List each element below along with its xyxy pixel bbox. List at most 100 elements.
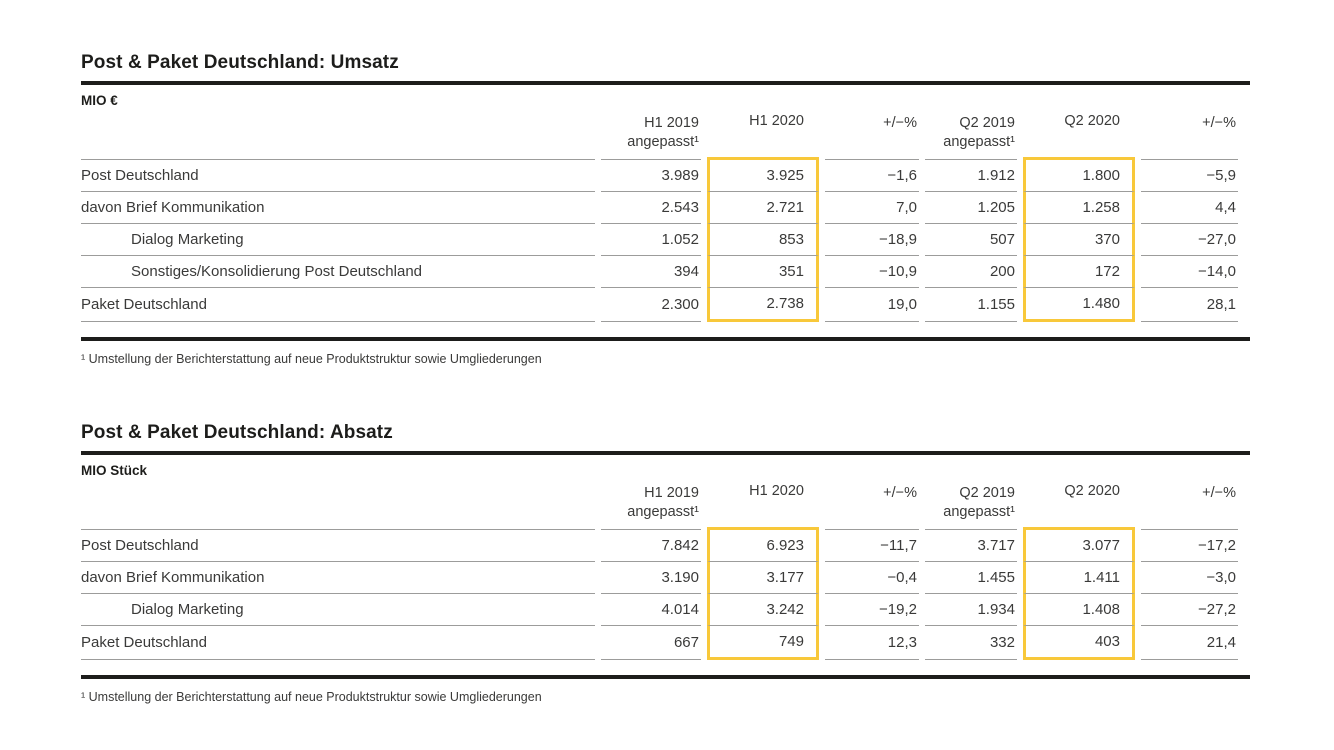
value-cell: 1.411 — [1023, 562, 1135, 594]
value-cell: 370 — [1023, 224, 1135, 256]
value-cell: −11,7 — [825, 530, 919, 562]
table-bottom-rule — [81, 675, 1250, 679]
table-row: Dialog Marketing 1.052 853 −18,9 507 370 −27,0 — [81, 224, 1238, 256]
column-header-line1: Q2 2019 — [959, 485, 1015, 501]
row-label: Dialog Marketing — [81, 594, 595, 626]
value-cell: −3,0 — [1141, 562, 1238, 594]
column-header-line1: +/−% — [883, 485, 917, 501]
value-cell: −10,9 — [825, 256, 919, 288]
value-cell: −17,2 — [1141, 530, 1238, 562]
value-cell: 12,3 — [825, 626, 919, 660]
value-cell: 21,4 — [1141, 626, 1238, 660]
column-header-line2 — [1023, 131, 1120, 150]
column-header: +/−% — [825, 108, 919, 160]
umsatz-table: H1 2019 angepasst¹ H1 2020 +/−% Q2 2019 angep… — [75, 108, 1244, 322]
table-row: Post Deutschland 7.842 6.923 −11,7 3.717 3.07… — [81, 530, 1238, 562]
row-label: Paket Deutschland — [81, 288, 595, 322]
row-label: Dialog Marketing — [81, 224, 595, 256]
value-cell: 3.190 — [601, 562, 701, 594]
column-header-line2 — [825, 503, 917, 522]
column-header-line1: +/−% — [883, 115, 917, 131]
value-cell: −18,9 — [825, 224, 919, 256]
column-header: Q2 2020 — [1023, 478, 1135, 530]
table-row: Paket Deutschland 2.300 2.738 19,0 1.155 1.48… — [81, 288, 1238, 322]
value-cell: 1.912 — [925, 160, 1017, 192]
column-header-line1: Q2 2020 — [1064, 113, 1120, 129]
value-cell: 19,0 — [825, 288, 919, 322]
value-cell: −14,0 — [1141, 256, 1238, 288]
value-cell: −5,9 — [1141, 160, 1238, 192]
column-header-line2 — [1141, 503, 1236, 522]
value-cell: 3.177 — [707, 562, 819, 594]
value-cell: 394 — [601, 256, 701, 288]
value-cell: 507 — [925, 224, 1017, 256]
column-header: +/−% — [825, 478, 919, 530]
table-row: davon Brief Kommunikation 3.190 3.177 −0,4 1… — [81, 562, 1238, 594]
absatz-table: H1 2019 angepasst¹ H1 2020 +/−% Q2 2019 angep… — [75, 478, 1244, 660]
column-header-line2: angepasst¹ — [627, 504, 699, 520]
column-header-line1: H1 2020 — [749, 483, 804, 499]
column-header-line1: +/−% — [1202, 115, 1236, 131]
unit-label: MIO € — [81, 93, 118, 108]
column-header-line2: angepasst¹ — [943, 134, 1015, 150]
column-header-line2 — [1023, 501, 1120, 520]
header-label-spacer — [81, 478, 595, 530]
column-header: Q2 2019 angepasst¹ — [925, 108, 1017, 160]
table-row: Sonstiges/Konsolidierung Post Deutschlan… — [81, 256, 1238, 288]
table-row: davon Brief Kommunikation 2.543 2.721 7,0 1.… — [81, 192, 1238, 224]
value-cell: 7.842 — [601, 530, 701, 562]
value-cell: 332 — [925, 626, 1017, 660]
value-cell: 3.077 — [1023, 530, 1135, 562]
value-cell: 351 — [707, 256, 819, 288]
column-header: H1 2020 — [707, 478, 819, 530]
value-cell: 172 — [1023, 256, 1135, 288]
value-cell: 2.300 — [601, 288, 701, 322]
table-title-absatz: Post & Paket Deutschland: Absatz — [81, 422, 393, 443]
header-row: H1 2019 angepasst¹ H1 2020 +/−% Q2 2019 angep… — [81, 478, 1238, 530]
table-bottom-rule — [81, 337, 1250, 341]
value-cell: 2.543 — [601, 192, 701, 224]
column-header-line2: angepasst¹ — [627, 134, 699, 150]
column-header-line1: +/−% — [1202, 485, 1236, 501]
column-header-line2 — [825, 133, 917, 152]
header-row: H1 2019 angepasst¹ H1 2020 +/−% Q2 2019 angep… — [81, 108, 1238, 160]
column-header: Q2 2019 angepasst¹ — [925, 478, 1017, 530]
column-header-line2 — [707, 501, 804, 520]
column-header: H1 2019 angepasst¹ — [601, 478, 701, 530]
row-label: davon Brief Kommunikation — [81, 192, 595, 224]
value-cell: 1.052 — [601, 224, 701, 256]
column-header: H1 2020 — [707, 108, 819, 160]
column-header-line1: Q2 2020 — [1064, 483, 1120, 499]
value-cell: 4,4 — [1141, 192, 1238, 224]
column-header: +/−% — [1141, 108, 1238, 160]
value-cell: 1.800 — [1023, 160, 1135, 192]
column-header-line2: angepasst¹ — [943, 504, 1015, 520]
column-header: Q2 2020 — [1023, 108, 1135, 160]
column-header: H1 2019 angepasst¹ — [601, 108, 701, 160]
value-cell: 1.155 — [925, 288, 1017, 322]
value-cell: −27,0 — [1141, 224, 1238, 256]
row-label: Post Deutschland — [81, 160, 595, 192]
value-cell: 28,1 — [1141, 288, 1238, 322]
title-rule — [81, 451, 1250, 455]
header-label-spacer — [81, 108, 595, 160]
value-cell: −27,2 — [1141, 594, 1238, 626]
value-cell: 7,0 — [825, 192, 919, 224]
unit-label: MIO Stück — [81, 463, 148, 478]
footnote: ¹ Umstellung der Berichterstattung auf n… — [81, 352, 542, 366]
table-block-umsatz: Post & Paket Deutschland: Umsatz MIO € H… — [81, 52, 1250, 366]
value-cell: 1.455 — [925, 562, 1017, 594]
value-cell: 1.934 — [925, 594, 1017, 626]
column-header-line1: H1 2020 — [749, 113, 804, 129]
value-cell: 3.989 — [601, 160, 701, 192]
row-label: Paket Deutschland — [81, 626, 595, 660]
value-cell: 1.480 — [1023, 288, 1135, 322]
table-block-absatz: Post & Paket Deutschland: Absatz MIO Stü… — [81, 422, 1250, 704]
value-cell: 1.205 — [925, 192, 1017, 224]
column-header-line2 — [707, 131, 804, 150]
value-cell: 749 — [707, 626, 819, 660]
row-label: Sonstiges/Konsolidierung Post Deutschlan… — [81, 256, 595, 288]
column-header-line1: H1 2019 — [644, 485, 699, 501]
table-body: Post Deutschland 3.989 3.925 −1,6 1.912 1.800… — [81, 160, 1238, 322]
